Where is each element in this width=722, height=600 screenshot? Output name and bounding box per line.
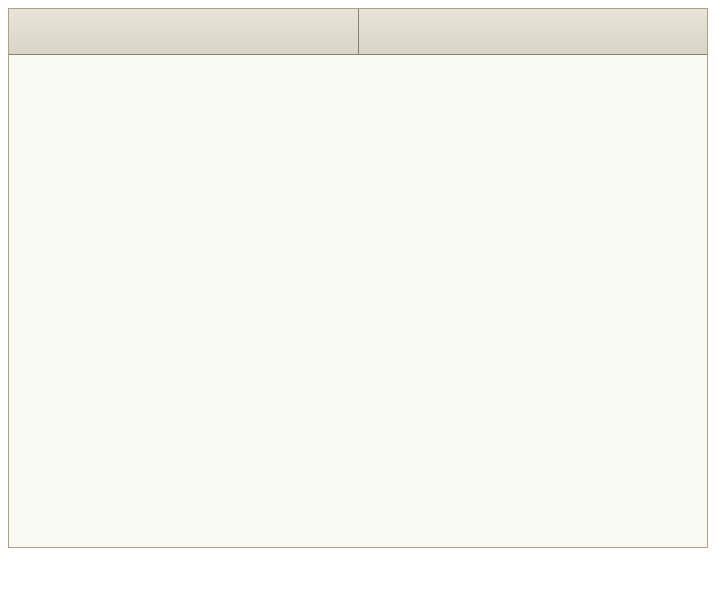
figure-frame [8,8,708,548]
body-grid [9,55,707,547]
header-right [359,9,708,54]
header-row [9,9,707,55]
header-left [9,9,359,54]
